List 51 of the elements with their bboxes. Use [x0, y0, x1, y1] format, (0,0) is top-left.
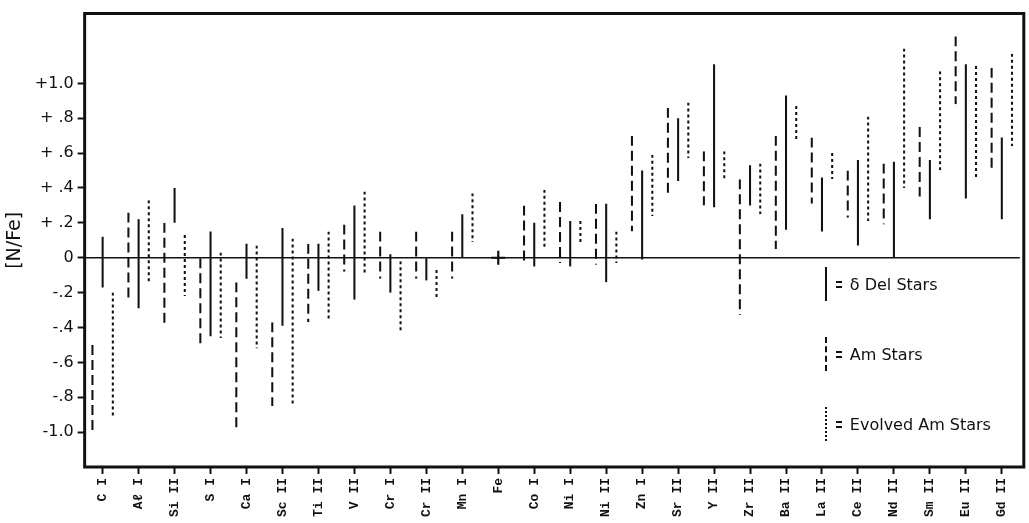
- x-tick-label: Eu II: [958, 477, 974, 518]
- legend-label: δ Del Stars: [849, 274, 938, 294]
- y-tick-label: + .2: [39, 212, 74, 232]
- bar: [964, 64, 967, 199]
- x-tick-label: Sr II: [670, 477, 686, 518]
- y-axis-title: [N/Fe]: [2, 211, 25, 269]
- y-tick-label: + .4: [39, 177, 74, 197]
- bar: [784, 95, 788, 230]
- x-tick-label: Ni I: [562, 477, 578, 510]
- bar: [677, 118, 680, 182]
- y-tick-label: + .8: [39, 107, 74, 127]
- legend-label: Am Stars: [849, 344, 923, 364]
- y-tick-label: -.2: [52, 281, 74, 301]
- x-tick-label: S I: [202, 477, 218, 502]
- x-tick-label: Ce II: [850, 477, 866, 518]
- x-tick-label: Y II: [706, 477, 722, 510]
- x-tick-label: Sm II: [922, 477, 938, 518]
- y-tick-label: -.6: [52, 351, 74, 371]
- y-tick-label: + .6: [39, 142, 74, 162]
- bar: [928, 160, 931, 220]
- x-tick-label: Sc II: [274, 477, 290, 518]
- x-tick-label: Fe: [490, 477, 506, 494]
- y-tick-label: +1.0: [34, 72, 74, 92]
- bar: [749, 165, 752, 206]
- legend-label: Evolved Am Stars: [849, 414, 991, 434]
- y-tick-label: -.8: [52, 386, 74, 406]
- x-tick-label: Cr I: [382, 477, 398, 510]
- x-tick-label: La II: [814, 477, 830, 518]
- y-tick-label: -1.0: [42, 421, 74, 441]
- x-tick-label: Mn I: [454, 477, 470, 510]
- x-tick-label: Zr II: [742, 477, 758, 518]
- bar: [856, 160, 859, 246]
- bar: [1000, 137, 1003, 220]
- x-tick-label: Si II: [166, 477, 182, 518]
- x-tick-label: Cr II: [418, 477, 434, 518]
- y-tick-label: 0: [63, 246, 74, 266]
- x-tick-label: Zn I: [634, 477, 650, 510]
- x-tick-label: Ni II: [598, 477, 614, 518]
- x-tick-label: C I: [94, 477, 110, 502]
- x-tick-label: Aℓ I: [130, 477, 146, 510]
- bar: [713, 64, 716, 208]
- bar: [173, 187, 176, 223]
- x-tick-label: Ca I: [238, 477, 254, 510]
- x-tick-label: Nd II: [886, 477, 902, 518]
- bar: [820, 177, 823, 232]
- x-tick-label: V II: [346, 477, 362, 510]
- x-tick-label: Ti II: [310, 477, 326, 518]
- y-tick-label: -.4: [52, 316, 74, 336]
- x-tick-label: Co I: [526, 477, 542, 510]
- x-tick-label: Ba II: [778, 477, 794, 518]
- x-tick-label: Gd II: [994, 477, 1010, 518]
